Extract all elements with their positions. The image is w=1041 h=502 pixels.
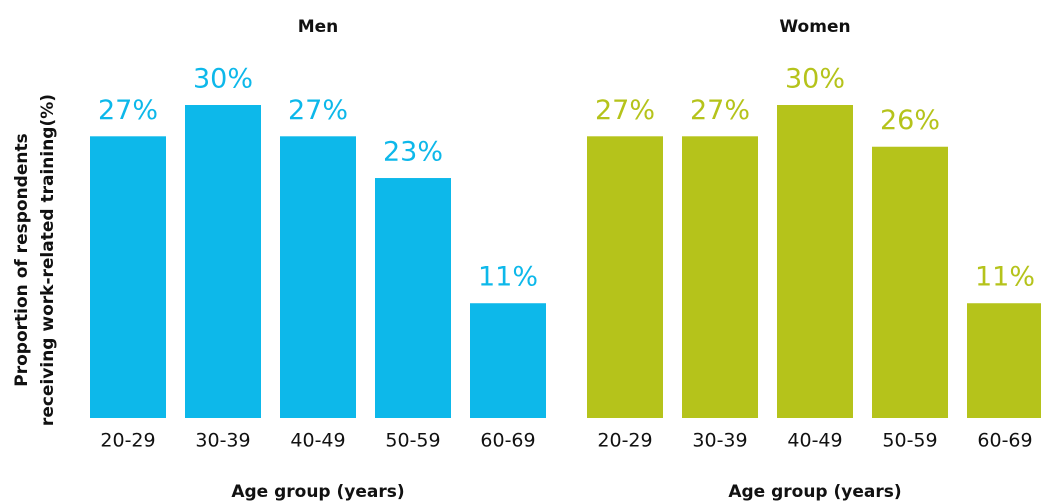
bar bbox=[872, 146, 948, 418]
x-tick-label: 20-29 bbox=[597, 430, 652, 452]
x-axis-label: Age group (years) bbox=[231, 482, 404, 502]
value-label: 11% bbox=[975, 262, 1035, 293]
bar bbox=[470, 303, 546, 418]
value-label: 23% bbox=[383, 137, 443, 168]
x-tick-label: 40-49 bbox=[787, 430, 842, 452]
value-label: 27% bbox=[595, 95, 655, 126]
x-tick-label: 40-49 bbox=[290, 430, 345, 452]
bar bbox=[90, 136, 166, 419]
value-label: 27% bbox=[288, 95, 348, 126]
y-label-line: receiving work-related training(%) bbox=[38, 94, 58, 426]
bar bbox=[375, 178, 451, 418]
bar bbox=[682, 136, 758, 419]
value-label: 11% bbox=[478, 262, 538, 293]
x-tick-label: 50-59 bbox=[882, 430, 937, 452]
bar bbox=[967, 303, 1041, 418]
x-axis-label: Age group (years) bbox=[728, 482, 901, 502]
bar bbox=[185, 105, 261, 418]
x-tick-label: 30-39 bbox=[692, 430, 747, 452]
bar bbox=[587, 136, 663, 419]
x-tick-label: 30-39 bbox=[195, 430, 250, 452]
x-tick-label: 60-69 bbox=[480, 430, 535, 452]
y-label-line: Proportion of respondents bbox=[12, 133, 32, 386]
x-tick-label: 50-59 bbox=[385, 430, 440, 452]
x-tick-label: 60-69 bbox=[977, 430, 1032, 452]
value-label: 30% bbox=[193, 64, 253, 95]
x-tick-label: 20-29 bbox=[100, 430, 155, 452]
chart-title: Women bbox=[779, 17, 850, 37]
chart-title: Men bbox=[298, 17, 339, 37]
y-axis-label: Proportion of respondents receiving work… bbox=[12, 94, 58, 426]
value-label: 30% bbox=[785, 64, 845, 95]
bar bbox=[777, 105, 853, 418]
value-label: 26% bbox=[880, 105, 940, 136]
value-label: 27% bbox=[690, 95, 750, 126]
bar bbox=[280, 136, 356, 419]
value-label: 27% bbox=[98, 95, 158, 126]
